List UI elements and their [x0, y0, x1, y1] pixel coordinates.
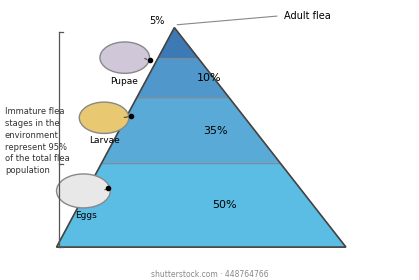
Text: Adult flea: Adult flea	[284, 11, 331, 21]
Text: Eggs: Eggs	[75, 211, 97, 220]
Polygon shape	[101, 98, 281, 164]
Text: 10%: 10%	[197, 73, 222, 83]
Text: Immature flea
stages in the
environment
represent 95%
of the total flea
populati: Immature flea stages in the environment …	[5, 107, 70, 175]
Circle shape	[57, 174, 110, 208]
Polygon shape	[57, 164, 346, 247]
Polygon shape	[158, 28, 198, 58]
Text: 50%: 50%	[213, 200, 237, 210]
Polygon shape	[137, 58, 229, 98]
Text: Pupae: Pupae	[110, 77, 138, 86]
Text: shutterstock.com · 448764766: shutterstock.com · 448764766	[151, 270, 268, 279]
Circle shape	[100, 42, 150, 73]
Text: 5%: 5%	[150, 16, 165, 26]
Text: Larvae: Larvae	[90, 136, 120, 145]
Circle shape	[79, 102, 129, 134]
Text: 35%: 35%	[204, 126, 228, 136]
